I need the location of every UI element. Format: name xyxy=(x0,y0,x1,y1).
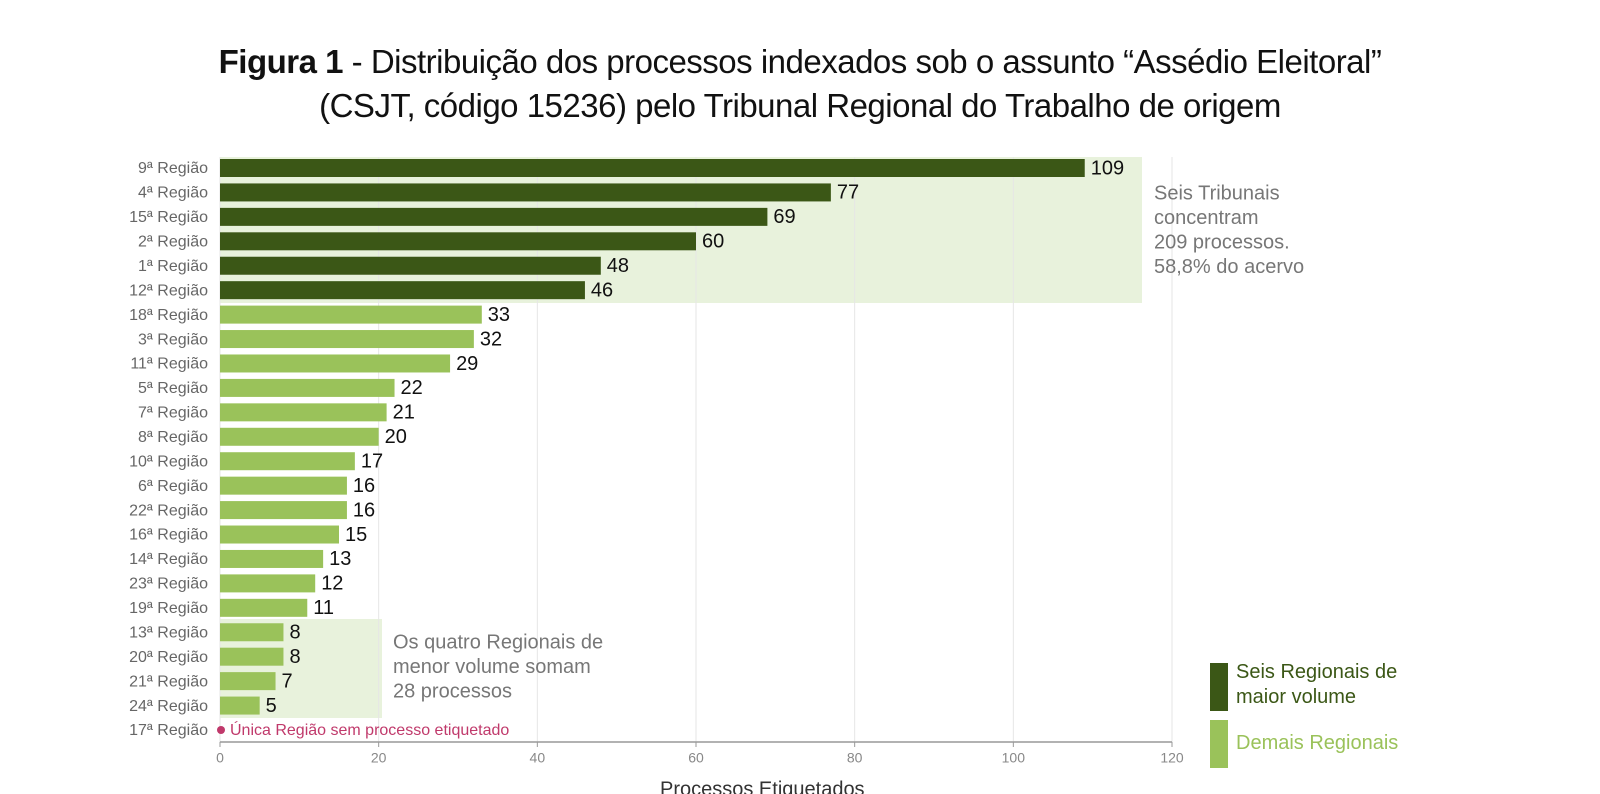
bar xyxy=(220,696,260,715)
bar xyxy=(220,476,347,495)
data-label: 17 xyxy=(361,450,383,472)
legend-swatch xyxy=(1210,663,1228,711)
data-label: 60 xyxy=(702,231,724,253)
annotation: Seis Tribunais xyxy=(1154,182,1280,204)
x-tick-label: 80 xyxy=(847,750,863,766)
data-label: 109 xyxy=(1091,157,1124,179)
annotation: Os quatro Regionais de xyxy=(393,631,603,653)
bar xyxy=(220,159,1085,177)
legend-swatch xyxy=(1210,720,1228,768)
y-tick-label: 22ª Região xyxy=(129,502,208,519)
data-label: 7 xyxy=(282,670,293,692)
y-tick-label: 3ª Região xyxy=(138,331,208,348)
data-label: 33 xyxy=(488,304,510,326)
data-label: 11 xyxy=(313,597,334,619)
annotation: concentram xyxy=(1154,207,1259,229)
data-label: 77 xyxy=(837,182,859,204)
data-label: 8 xyxy=(289,622,300,644)
x-tick-label: 100 xyxy=(1002,750,1026,766)
bar xyxy=(220,501,347,520)
legend-label: Seis Regionais de maior volume xyxy=(1236,661,1398,708)
y-tick-label: 10ª Região xyxy=(129,453,208,470)
bar xyxy=(220,281,585,300)
annotation: 28 processos xyxy=(393,680,512,702)
y-tick-label: 23ª Região xyxy=(129,576,208,593)
bar xyxy=(220,647,284,666)
y-tick-label: 21ª Região xyxy=(129,673,208,690)
y-tick-label: 5ª Região xyxy=(138,380,208,397)
y-tick-label: 12ª Região xyxy=(129,282,208,299)
y-tick-label: 4ª Região xyxy=(138,185,208,202)
data-label: 21 xyxy=(393,402,415,424)
data-label: 12 xyxy=(321,573,343,595)
y-tick-label: 13ª Região xyxy=(129,624,208,641)
bar xyxy=(220,256,601,275)
y-tick-label: 17ª Região xyxy=(129,722,208,739)
x-tick-label: 120 xyxy=(1160,750,1184,766)
bar xyxy=(220,525,339,544)
data-label: 8 xyxy=(289,646,300,668)
y-tick-label: 2ª Região xyxy=(138,234,208,251)
title-text: - Distribuição dos processos indexados s… xyxy=(319,43,1382,124)
bar xyxy=(220,183,831,202)
y-tick-label: 20ª Região xyxy=(129,649,208,666)
chart-title: Figura 1 - Distribuição dos processos in… xyxy=(200,40,1400,128)
y-tick-label: 24ª Região xyxy=(129,698,208,715)
y-tick-label: 7ª Região xyxy=(138,405,208,422)
bar xyxy=(220,598,308,617)
y-tick-label: 19ª Região xyxy=(129,600,208,617)
data-label: 16 xyxy=(353,475,375,497)
bar xyxy=(220,452,355,471)
note: Única Região sem processo etiquetado xyxy=(230,720,509,739)
data-label: 22 xyxy=(401,377,423,399)
bar xyxy=(220,549,324,568)
bar xyxy=(220,305,482,324)
highlight-top xyxy=(220,157,1142,303)
annotation: menor volume somam xyxy=(393,656,591,678)
data-label: 29 xyxy=(456,353,478,375)
y-tick-label: 6ª Região xyxy=(138,478,208,495)
legend-label: Demais Regionais xyxy=(1236,732,1399,754)
annotation: 209 processos. xyxy=(1154,231,1290,253)
x-tick-label: 0 xyxy=(216,750,224,766)
x-tick-label: 60 xyxy=(688,750,704,766)
bar xyxy=(220,574,316,593)
data-label: 15 xyxy=(345,524,367,546)
data-label: 46 xyxy=(591,279,613,301)
bar xyxy=(220,354,451,373)
y-tick-label: 16ª Região xyxy=(129,527,208,544)
y-tick-label: 18ª Região xyxy=(129,307,208,324)
x-tick-label: 40 xyxy=(530,750,546,766)
y-tick-label: 8ª Região xyxy=(138,429,208,446)
bar xyxy=(220,330,474,349)
data-label: 13 xyxy=(329,548,351,570)
bar xyxy=(220,403,387,422)
bar xyxy=(220,378,395,397)
y-tick-label: 1ª Região xyxy=(138,258,208,275)
data-label: 69 xyxy=(773,206,795,228)
bar xyxy=(220,427,379,446)
bar xyxy=(220,207,768,226)
bar xyxy=(220,672,276,691)
data-label: 5 xyxy=(266,695,277,717)
data-label: 20 xyxy=(385,426,407,448)
data-label: 32 xyxy=(480,328,502,350)
x-axis-label: Processos Etiquetados xyxy=(660,778,865,794)
y-tick-label: 14ª Região xyxy=(129,551,208,568)
y-tick-label: 9ª Região xyxy=(138,160,208,177)
bar xyxy=(220,232,696,251)
data-label: 16 xyxy=(353,499,375,521)
bar xyxy=(220,623,284,642)
y-tick-label: 15ª Região xyxy=(129,209,208,226)
y-tick-label: 11ª Região xyxy=(130,356,208,373)
x-tick-label: 20 xyxy=(371,750,387,766)
annotation: 58,8% do acervo xyxy=(1154,256,1304,278)
title-prefix: Figura 1 xyxy=(218,43,344,80)
data-label: 48 xyxy=(607,255,629,277)
note-dot xyxy=(217,726,225,734)
